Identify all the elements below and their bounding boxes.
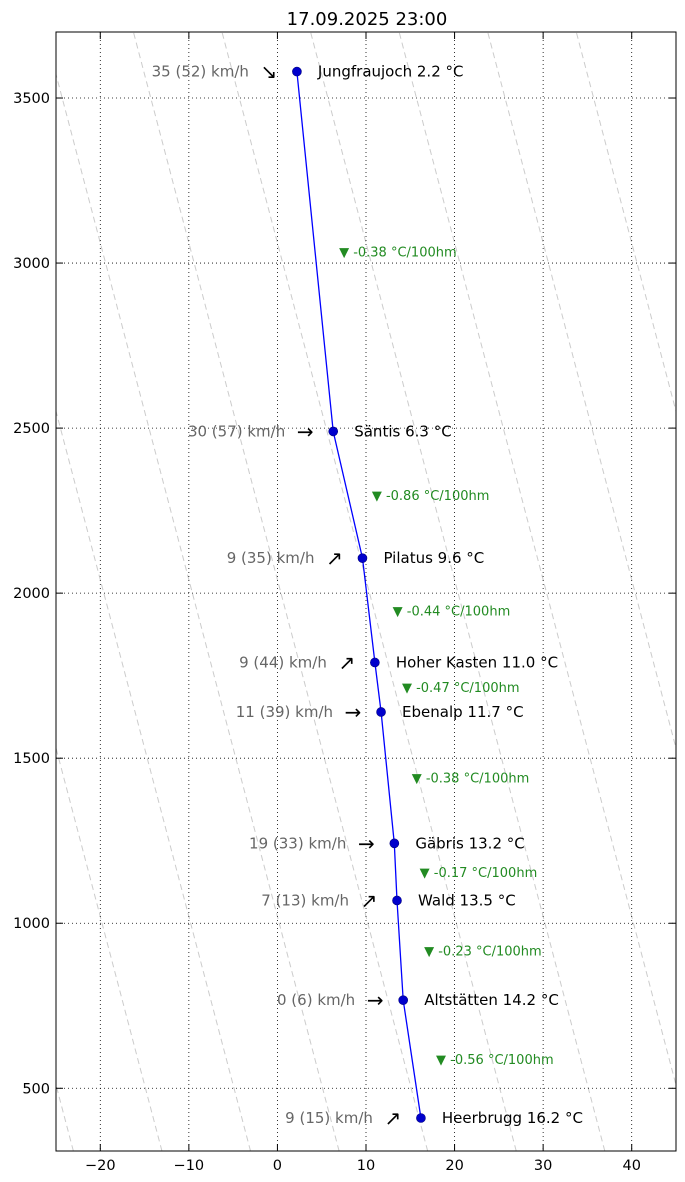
wind-speed-label: 9 (44) km/h: [239, 653, 327, 671]
wind-speed-label: 19 (33) km/h: [249, 834, 346, 852]
y-tick-label: 3500: [13, 91, 50, 107]
station-marker: [398, 995, 409, 1005]
station-label: Säntis 6.3 °C: [354, 422, 451, 440]
wind-direction-arrow: ↗: [338, 650, 355, 674]
dry-adiabat-line: [56, 746, 163, 1151]
station-marker: [376, 707, 386, 717]
wind-direction-arrow: ↗: [361, 888, 378, 912]
lapse-rate-label: ▼ -0.38 °C/100hm: [339, 246, 457, 261]
station-label: Gäbris 13.2 °C: [415, 834, 524, 852]
wind-direction-arrow: ↗: [385, 1106, 402, 1130]
x-tick-label: 40: [622, 1158, 640, 1174]
wind-speed-label: 7 (13) km/h: [261, 891, 349, 909]
station-marker: [389, 838, 400, 849]
wind-speed-label: 30 (57) km/h: [188, 422, 285, 440]
wind-direction-arrow: →: [297, 419, 314, 443]
station-label: Heerbrugg 16.2 °C: [442, 1109, 583, 1127]
station-marker: [357, 553, 368, 563]
y-tick-label: 3000: [13, 256, 50, 272]
station-marker: [416, 1113, 426, 1123]
dry-adiabat-line: [398, 32, 676, 1087]
station-label: Ebenalp 11.7 °C: [402, 703, 524, 721]
lapse-rate-label: ▼ -0.56 °C/100hm: [436, 1053, 554, 1068]
dry-adiabat-line: [221, 32, 517, 1151]
lapse-rate-label: ▼ -0.47 °C/100hm: [402, 681, 520, 696]
y-tick-label: 500: [22, 1081, 50, 1097]
wind-speed-label: 11 (39) km/h: [236, 703, 333, 721]
station-marker: [392, 895, 402, 906]
station-label: Jungfraujoch 2.2 °C: [317, 63, 464, 81]
y-tick-label: 1500: [13, 751, 50, 767]
x-tick-label: 30: [534, 1158, 552, 1174]
temperature-profile: [292, 66, 426, 1123]
station-marker: [328, 426, 339, 437]
wind-direction-arrow: ↘: [261, 60, 278, 84]
x-tick-label: −20: [85, 1158, 116, 1174]
dry-adiabat-line: [575, 32, 676, 414]
lapse-rate-label: ▼ -0.23 °C/100hm: [424, 944, 542, 959]
station-marker: [370, 657, 380, 668]
wind-speed-label: 9 (35) km/h: [227, 549, 315, 567]
y-tick-label: 2500: [13, 421, 50, 437]
dry-adiabat-line: [487, 32, 676, 751]
wind-direction-arrow: →: [358, 831, 375, 855]
x-tick-label: 20: [445, 1158, 463, 1174]
lapse-rate-label: ▼ -0.44 °C/100hm: [393, 604, 511, 619]
dry-adiabat-line: [310, 32, 606, 1151]
station-label: Altstätten 14.2 °C: [424, 991, 559, 1009]
lapse-rate-label: ▼ -0.86 °C/100hm: [372, 489, 490, 504]
dry-adiabats: [56, 32, 676, 1151]
station-label: Hoher Kasten 11.0 °C: [396, 653, 558, 671]
x-tick-label: 10: [357, 1158, 375, 1174]
station-label: Pilatus 9.6 °C: [383, 549, 484, 567]
wind-speed-label: 9 (15) km/h: [285, 1109, 373, 1127]
axis-ticks: −20 −10 0 10 20 30 40 500 1000 1500 2000 2500 3000 35…: [13, 32, 676, 1174]
station-marker: [292, 66, 302, 77]
lapse-rate-label: ▼ -0.17 °C/100hm: [420, 866, 538, 881]
dry-adiabat-line: [132, 32, 429, 1151]
station-label: Wald 13.5 °C: [418, 891, 516, 909]
x-tick-label: 0: [273, 1158, 282, 1174]
y-tick-label: 1000: [13, 916, 50, 932]
wind-direction-arrow: →: [367, 988, 384, 1012]
station-annotations: Jungfraujoch 2.2 °C ↘ 35 (52) km/h Säntis 6…: [152, 60, 583, 1130]
y-tick-label: 2000: [13, 586, 50, 602]
chart-title: 17.09.2025 23:00: [287, 9, 448, 30]
grid-lines: [56, 32, 676, 1151]
lapse-rate-label: ▼ -0.38 °C/100hm: [412, 772, 530, 787]
wind-speed-label: 35 (52) km/h: [152, 63, 249, 81]
dry-adiabat-line: [56, 409, 252, 1151]
dry-adiabat-line: [56, 72, 340, 1151]
wind-speed-label: 0 (6) km/h: [277, 991, 355, 1009]
x-tick-label: −10: [174, 1158, 205, 1174]
wind-direction-arrow: ↗: [326, 546, 343, 570]
wind-direction-arrow: →: [345, 700, 362, 724]
